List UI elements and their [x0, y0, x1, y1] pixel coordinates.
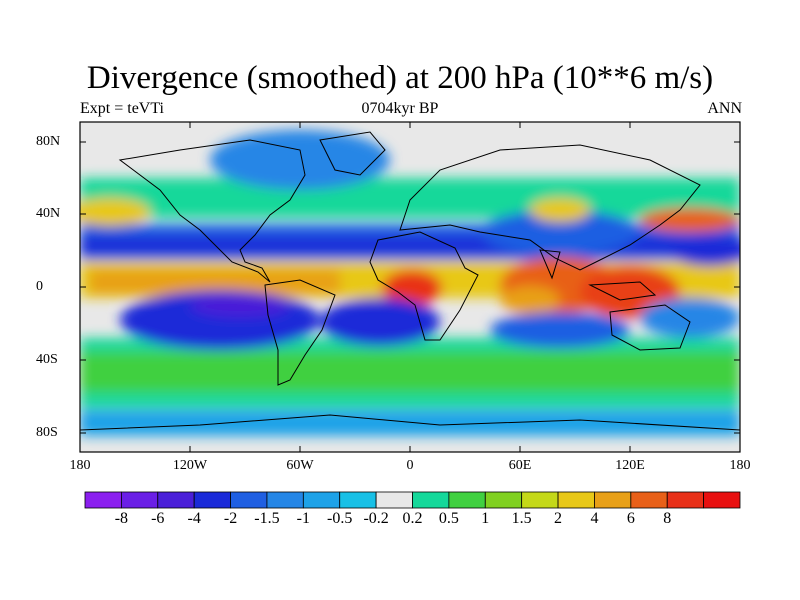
lon-tick-label: 60W [286, 458, 314, 473]
colorbar-swatch [339, 491, 377, 509]
lat-tick-label: 80S [36, 425, 58, 440]
lat-tick-label: 80N [36, 134, 61, 149]
colorbar-swatch [630, 491, 668, 509]
lat-tick-label: 40N [36, 206, 61, 221]
season-label: ANN [707, 100, 742, 117]
colorbar-swatch [521, 491, 559, 509]
colorbar-swatch [594, 491, 632, 509]
colorbar-swatch [193, 491, 231, 509]
colorbar-label: -1.5 [254, 510, 280, 527]
colorbar-label: -8 [114, 510, 129, 527]
colorbar-label: 1.5 [511, 510, 532, 527]
colorbar-swatch [157, 491, 195, 509]
chart-title: Divergence (smoothed) at 200 hPa (10**6 … [86, 60, 714, 96]
colorbar [84, 491, 741, 509]
colorbar-swatch [120, 491, 159, 509]
colorbar-label: 4 [590, 510, 599, 527]
lon-tick-label: 180 [729, 458, 751, 473]
coastlines [79, 131, 741, 431]
axis-ticks [80, 122, 740, 452]
time-label: 0704kyr BP [361, 100, 439, 117]
colorbar-swatch [703, 491, 741, 509]
colorbar-swatch [84, 491, 122, 509]
colorbar-swatch [557, 491, 595, 509]
experiment-label: Expt = teVTi [80, 100, 164, 117]
colorbar-swatch [266, 491, 304, 509]
colorbar-label: -0.5 [327, 510, 353, 527]
colorbar-swatch [302, 491, 341, 509]
colorbar-label: 0.2 [402, 510, 423, 527]
colorbar-label: -1 [296, 510, 310, 527]
lon-tick-label: 120E [615, 458, 645, 473]
colorbar-label: -4 [187, 510, 201, 527]
colorbar-swatch [666, 491, 705, 509]
colorbar-label: 1 [481, 510, 490, 527]
colorbar-swatch [230, 491, 268, 509]
colorbar-swatch [412, 491, 450, 509]
lat-tick-label: 0 [36, 279, 43, 294]
lon-tick-label: 0 [406, 458, 414, 473]
lon-tick-label: 180 [69, 458, 91, 473]
colorbar-swatch [448, 491, 486, 509]
colorbar-label: 0.5 [438, 510, 459, 527]
divergence-field [80, 122, 740, 452]
colorbar-swatch [375, 491, 413, 509]
colorbar-label: 6 [626, 510, 635, 527]
lon-tick-label: 120W [172, 458, 208, 473]
colorbar-swatch [484, 491, 523, 509]
colorbar-label: -2 [223, 510, 238, 527]
colorbar-label: -6 [151, 510, 165, 527]
lon-tick-label: 60E [508, 458, 532, 473]
colorbar-label: 2 [554, 510, 563, 527]
colorbar-label: -0.2 [363, 510, 389, 527]
lat-tick-label: 40S [36, 352, 58, 367]
colorbar-label: 8 [663, 510, 672, 527]
